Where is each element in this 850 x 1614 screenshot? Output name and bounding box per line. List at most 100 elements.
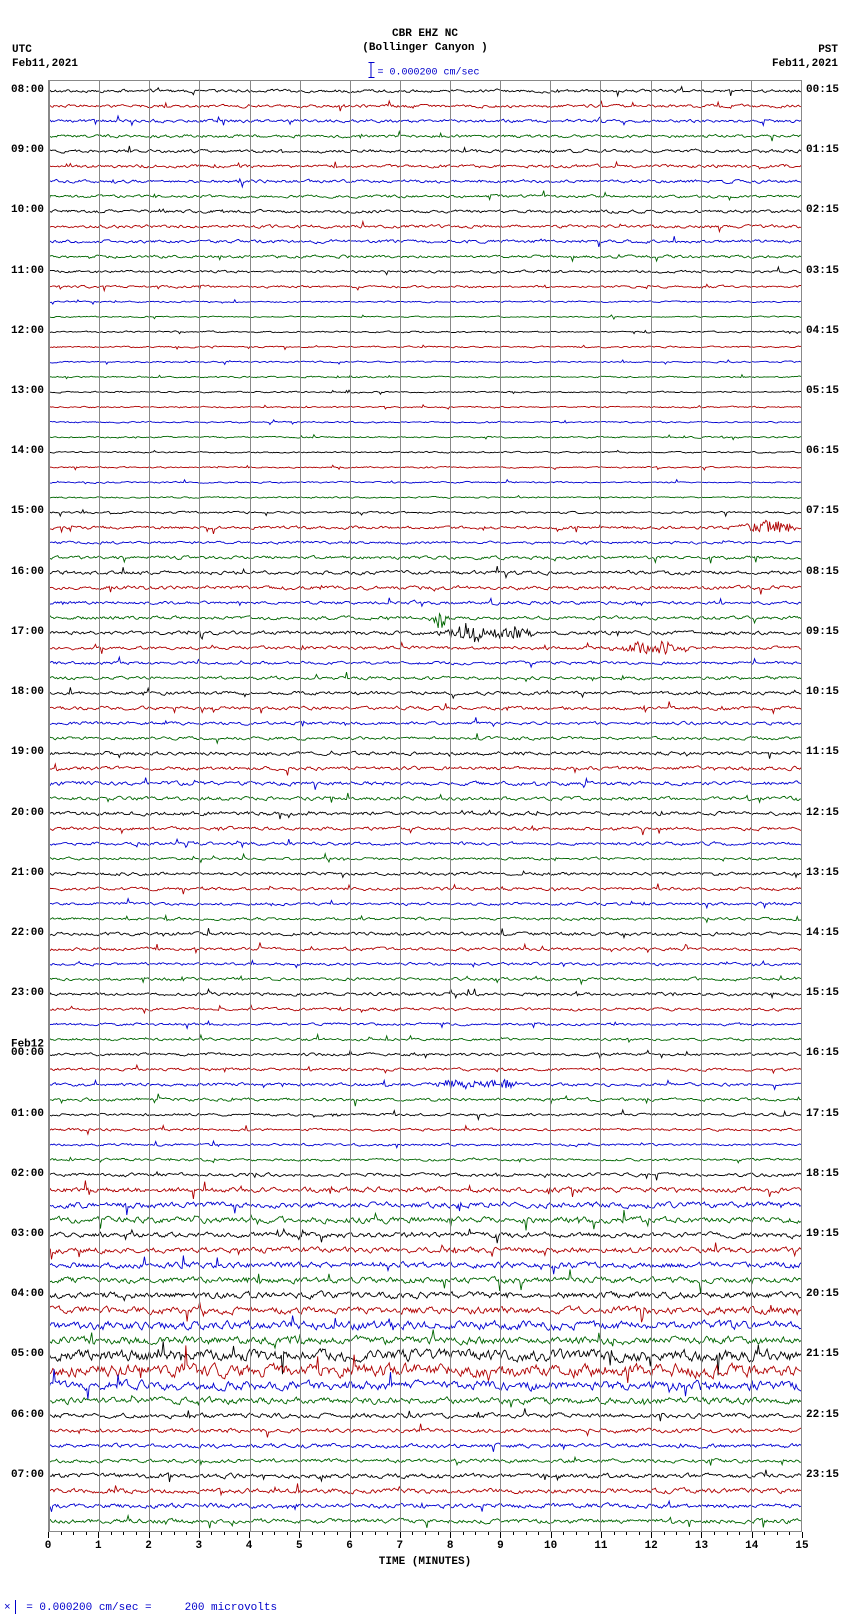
x-minor-tick	[764, 1532, 765, 1535]
x-minor-tick	[412, 1532, 413, 1535]
seismic-trace	[49, 717, 801, 726]
x-tick	[149, 1532, 150, 1538]
gridline-v	[199, 81, 200, 1531]
seismic-trace	[49, 778, 801, 790]
gridline-v	[350, 81, 351, 1531]
seismic-trace	[49, 916, 801, 923]
utc-hour-label: 18:00	[11, 686, 44, 698]
pst-hour-label: 14:15	[806, 927, 839, 939]
gridline-v	[651, 81, 652, 1531]
x-minor-tick	[475, 1532, 476, 1535]
utc-day-label: Feb12	[11, 1039, 44, 1051]
x-minor-tick	[111, 1532, 112, 1535]
x-axis-label: TIME (MINUTES)	[379, 1556, 471, 1568]
pst-hour-label: 17:15	[806, 1108, 839, 1120]
x-minor-tick	[639, 1532, 640, 1535]
x-minor-tick	[563, 1532, 564, 1535]
x-tick-label: 7	[397, 1540, 404, 1552]
seismic-trace	[49, 1443, 801, 1452]
seismic-trace	[49, 1243, 801, 1260]
x-tick	[601, 1532, 602, 1538]
utc-hour-label: 16:00	[11, 566, 44, 578]
gridline-v	[400, 81, 401, 1531]
x-minor-tick	[588, 1532, 589, 1535]
seismic-trace	[49, 162, 801, 169]
x-minor-tick	[287, 1532, 288, 1535]
x-axis: TIME (MINUTES) 0123456789101112131415	[48, 1532, 802, 1572]
x-minor-tick	[312, 1532, 313, 1535]
pst-hour-label: 19:15	[806, 1228, 839, 1240]
seismic-trace	[49, 1256, 801, 1275]
x-tick	[48, 1532, 49, 1538]
utc-hour-label: 07:00	[11, 1469, 44, 1481]
x-minor-tick	[526, 1532, 527, 1535]
seismic-trace	[49, 871, 801, 877]
x-minor-tick	[174, 1532, 175, 1535]
seismic-trace	[49, 390, 801, 394]
seismic-trace	[49, 284, 801, 290]
utc-hour-labels: 08:0009:0010:0011:0012:0013:0014:0015:00…	[0, 80, 46, 1530]
x-minor-tick	[664, 1532, 665, 1535]
x-tick-label: 8	[447, 1540, 454, 1552]
utc-hour-label: 01:00	[11, 1108, 44, 1120]
seismic-trace	[49, 300, 801, 304]
seismic-trace	[49, 465, 801, 470]
x-minor-tick	[777, 1532, 778, 1535]
x-minor-tick	[324, 1532, 325, 1535]
seismic-trace	[49, 1369, 801, 1399]
seismic-trace	[49, 267, 801, 275]
seismic-trace	[49, 1172, 801, 1180]
seismic-trace	[49, 585, 801, 594]
seismic-trace	[49, 623, 801, 642]
seismic-trace	[49, 566, 801, 578]
seismic-trace	[49, 1210, 801, 1230]
seismic-trace	[49, 961, 801, 968]
seismic-trace	[49, 315, 801, 319]
seismic-trace	[49, 146, 801, 153]
pst-hour-label: 12:15	[806, 807, 839, 819]
station-code: CBR EHZ NC	[392, 28, 458, 40]
seismic-trace	[49, 702, 801, 714]
x-minor-tick	[262, 1532, 263, 1535]
pst-hour-label: 13:15	[806, 867, 839, 879]
utc-hour-label: 04:00	[11, 1288, 44, 1300]
seismic-trace	[49, 1094, 801, 1106]
seismic-trace	[49, 976, 801, 984]
x-tick	[299, 1532, 300, 1538]
utc-hour-label: 14:00	[11, 445, 44, 457]
pst-hour-label: 23:15	[806, 1469, 839, 1481]
x-minor-tick	[538, 1532, 539, 1535]
seismic-trace	[49, 420, 801, 425]
x-minor-tick	[237, 1532, 238, 1535]
seismic-trace	[49, 1141, 801, 1148]
x-minor-tick	[73, 1532, 74, 1535]
seismic-trace	[49, 1157, 801, 1162]
x-minor-tick	[123, 1532, 124, 1535]
x-minor-tick	[438, 1532, 439, 1535]
seismic-trace	[49, 733, 801, 743]
date-right: Feb11,2021	[772, 58, 838, 70]
pst-hour-label: 00:15	[806, 84, 839, 96]
seismic-trace	[49, 435, 801, 440]
seismic-trace	[49, 641, 801, 654]
utc-hour-label: 15:00	[11, 505, 44, 517]
x-minor-tick	[86, 1532, 87, 1535]
seismic-trace	[49, 614, 801, 628]
x-minor-tick	[136, 1532, 137, 1535]
utc-hour-label: 20:00	[11, 807, 44, 819]
seismic-trace	[49, 1408, 801, 1421]
seismic-trace	[49, 1457, 801, 1465]
station-name: (Bollinger Canyon )	[362, 42, 487, 54]
seismic-trace	[49, 1050, 801, 1058]
x-tick	[651, 1532, 652, 1538]
x-tick-label: 12	[645, 1540, 658, 1552]
pst-hour-label: 20:15	[806, 1288, 839, 1300]
seismic-trace	[49, 375, 801, 379]
seismic-trace	[49, 751, 801, 759]
footer-scale: × = 0.000200 cm/sec = 200 microvolts	[4, 1600, 850, 1614]
seismic-trace	[49, 1035, 801, 1043]
seismic-trace	[49, 450, 801, 453]
x-tick	[551, 1532, 552, 1538]
seismic-trace	[49, 1396, 801, 1408]
seismic-trace	[49, 1316, 801, 1331]
